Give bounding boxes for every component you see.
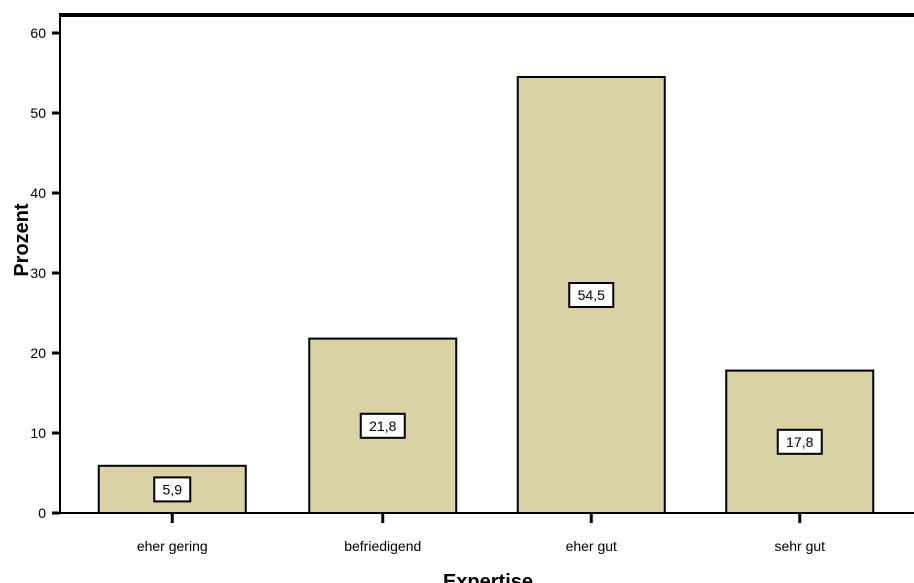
data-label-box: [153, 476, 192, 503]
bars: 5,9 21,8 54,5 17,8: [97, 76, 875, 514]
data-label-box: [359, 412, 406, 439]
x-tick-label: eher gering: [137, 538, 208, 554]
y-tick-label: 40: [30, 185, 46, 201]
y-tick-label: 0: [38, 505, 46, 521]
x-axis-title: Expertise: [443, 571, 533, 583]
data-label: 17,8: [786, 434, 813, 450]
y-axis-title: Prozent: [11, 203, 33, 277]
y-tick-label: 50: [30, 105, 46, 121]
y-axis-ticks: 0 10 20 30 40 50 60: [30, 25, 60, 521]
y-tick-label: 10: [30, 425, 46, 441]
data-label: 5,9: [163, 481, 183, 497]
x-tick-label: eher gut: [566, 538, 617, 554]
data-label-box: [568, 282, 615, 308]
x-tick-label: sehr gut: [774, 538, 825, 554]
y-tick-label: 30: [30, 265, 46, 281]
y-tick-label: 60: [30, 25, 46, 41]
data-label: 21,8: [369, 418, 396, 434]
data-label-box: [776, 428, 823, 455]
x-axis-ticks: eher gering befriedigend eher gut sehr gut: [137, 513, 825, 554]
y-tick-label: 20: [30, 345, 46, 361]
x-tick-label: befriedigend: [344, 538, 421, 554]
data-label: 54,5: [578, 287, 605, 303]
